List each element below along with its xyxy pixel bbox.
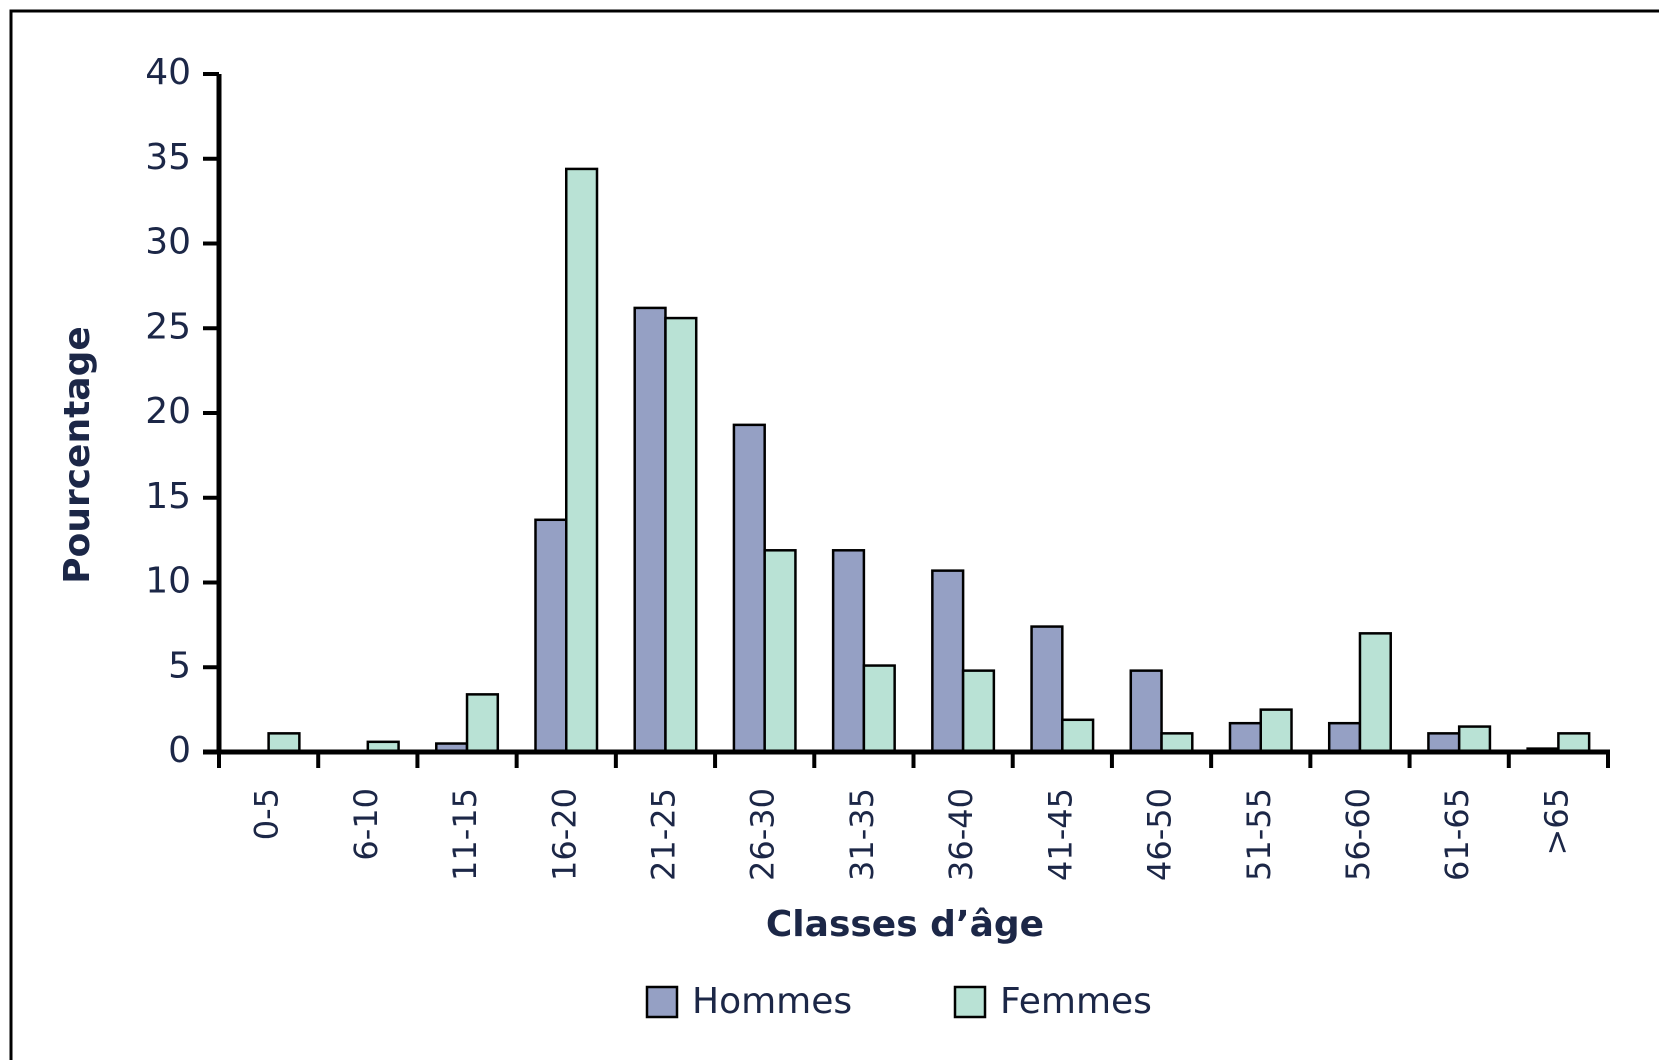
legend-label: Femmes bbox=[1000, 981, 1152, 1022]
legend-label: Hommes bbox=[692, 981, 852, 1022]
x-tick-label: 21-25 bbox=[644, 788, 682, 881]
y-tick-label: 0 bbox=[168, 730, 191, 771]
x-tick-label: 46-50 bbox=[1141, 788, 1179, 881]
bar bbox=[1129, 669, 1163, 754]
bar bbox=[1061, 718, 1095, 754]
bar bbox=[565, 167, 599, 754]
x-tick-label: 6-10 bbox=[347, 788, 385, 861]
x-tick-label: 31-35 bbox=[843, 788, 881, 881]
bar bbox=[961, 669, 996, 754]
bar bbox=[732, 423, 766, 754]
y-tick-label: 15 bbox=[145, 476, 191, 517]
legend-swatch bbox=[645, 985, 679, 1019]
bar bbox=[931, 569, 965, 754]
y-tick-label: 25 bbox=[145, 306, 191, 347]
x-tick-label: 41-45 bbox=[1041, 788, 1079, 881]
x-tick-label: 51-55 bbox=[1240, 788, 1278, 881]
bar bbox=[1030, 625, 1064, 754]
bar bbox=[862, 664, 896, 754]
bar bbox=[763, 549, 797, 754]
y-tick-label: 20 bbox=[145, 391, 191, 432]
y-axis-title: Pourcentage bbox=[57, 326, 98, 584]
bar bbox=[267, 732, 301, 754]
x-tick-label: 11-15 bbox=[446, 788, 484, 881]
bar bbox=[1457, 725, 1492, 754]
x-tick-label: 61-65 bbox=[1438, 788, 1476, 881]
x-tick-label: 36-40 bbox=[942, 788, 980, 881]
y-tick-label: 10 bbox=[145, 561, 191, 602]
bar bbox=[633, 306, 667, 754]
x-tick-label: 26-30 bbox=[744, 788, 782, 881]
x-tick-label: 0-5 bbox=[248, 788, 286, 840]
x-tick-label: 16-20 bbox=[545, 788, 583, 881]
bar bbox=[534, 518, 568, 754]
bar bbox=[1327, 721, 1362, 754]
bar bbox=[1427, 732, 1461, 754]
bar bbox=[1557, 732, 1591, 754]
legend-swatch bbox=[953, 985, 987, 1019]
bar bbox=[1228, 721, 1262, 754]
bar bbox=[664, 316, 698, 754]
x-tick-label: >65 bbox=[1537, 788, 1575, 856]
x-axis-title: Classes d’âge bbox=[766, 904, 1044, 945]
bar bbox=[465, 693, 500, 754]
bar bbox=[1160, 732, 1194, 754]
y-tick-label: 5 bbox=[168, 645, 191, 686]
y-tick-label: 30 bbox=[145, 222, 191, 263]
y-tick-label: 35 bbox=[145, 137, 191, 178]
y-tick-label: 40 bbox=[145, 52, 191, 93]
bar bbox=[1358, 632, 1392, 754]
x-tick-label: 56-60 bbox=[1339, 788, 1377, 881]
bar bbox=[1259, 708, 1293, 754]
bar bbox=[831, 549, 866, 754]
frame bbox=[9, 9, 1659, 1060]
